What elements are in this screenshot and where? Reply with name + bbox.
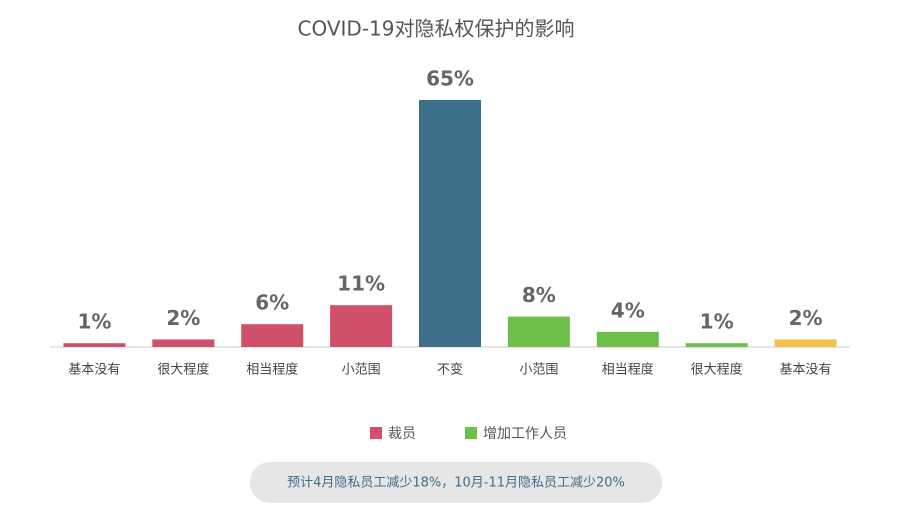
- x-tick-label: 小范围: [519, 363, 558, 378]
- bar: [241, 324, 304, 347]
- legend-swatch: [465, 427, 477, 439]
- value-label: 11%: [337, 272, 385, 296]
- legend-swatch: [370, 427, 382, 439]
- legend-label: 增加工作人员: [483, 426, 567, 442]
- note-box: [250, 462, 662, 503]
- bar: [596, 331, 659, 347]
- x-tick-label: 相当程度: [602, 362, 654, 378]
- value-label: 2%: [789, 306, 823, 330]
- x-tick-label: 很大程度: [691, 362, 743, 378]
- value-label: 1%: [700, 310, 734, 334]
- value-label: 6%: [255, 291, 289, 315]
- bar: [774, 339, 837, 347]
- bar: [63, 343, 126, 347]
- bar: [330, 305, 393, 347]
- bar: [419, 100, 481, 347]
- x-tick-label: 基本没有: [780, 363, 832, 378]
- x-tick-label: 小范围: [342, 363, 381, 378]
- x-tick-label: 很大程度: [157, 362, 209, 378]
- bar: [507, 316, 570, 347]
- value-label: 4%: [611, 298, 645, 322]
- bar: [685, 343, 748, 347]
- x-tick-label: 基本没有: [68, 363, 120, 378]
- legend-label: 裁员: [388, 426, 416, 442]
- value-label: 8%: [522, 283, 556, 307]
- x-tick-label: 相当程度: [246, 362, 298, 378]
- chart-title: COVID-19对隐私权保护的影响: [297, 17, 574, 41]
- note: 预计4月隐私员工减少18%，10月-11月隐私员工减少20%: [287, 476, 625, 491]
- value-label: 65%: [426, 67, 474, 91]
- x-tick-label: 不变: [437, 362, 463, 378]
- value-label: 2%: [166, 306, 200, 330]
- bar: [152, 339, 215, 347]
- value-label: 1%: [77, 310, 111, 334]
